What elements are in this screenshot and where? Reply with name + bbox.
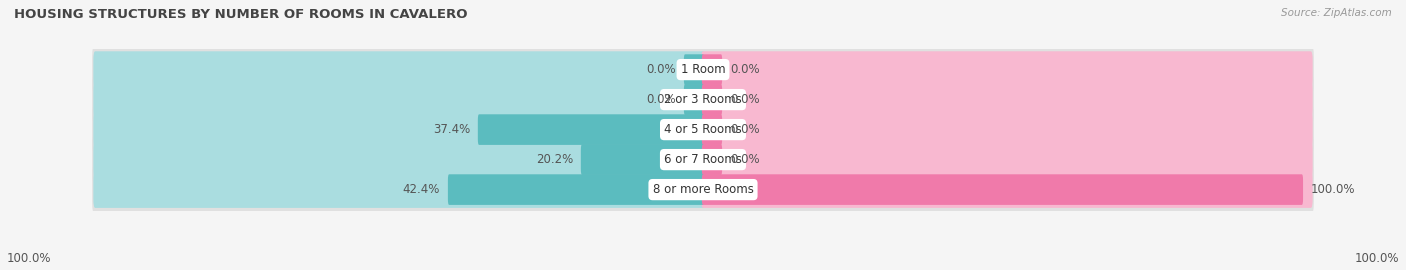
FancyBboxPatch shape [581, 144, 704, 175]
Text: 2 or 3 Rooms: 2 or 3 Rooms [664, 93, 742, 106]
FancyBboxPatch shape [93, 81, 704, 118]
FancyBboxPatch shape [702, 111, 1313, 148]
FancyBboxPatch shape [702, 141, 1313, 178]
FancyBboxPatch shape [702, 54, 723, 85]
FancyBboxPatch shape [449, 174, 704, 205]
FancyBboxPatch shape [683, 54, 704, 85]
Text: HOUSING STRUCTURES BY NUMBER OF ROOMS IN CAVALERO: HOUSING STRUCTURES BY NUMBER OF ROOMS IN… [14, 8, 468, 21]
Text: 0.0%: 0.0% [730, 93, 759, 106]
FancyBboxPatch shape [93, 103, 1313, 156]
FancyBboxPatch shape [702, 51, 1313, 88]
Text: 37.4%: 37.4% [433, 123, 470, 136]
FancyBboxPatch shape [93, 51, 704, 88]
FancyBboxPatch shape [93, 163, 1313, 216]
Legend: Owner-occupied, Renter-occupied: Owner-occupied, Renter-occupied [575, 266, 831, 270]
Text: 20.2%: 20.2% [536, 153, 574, 166]
Text: 8 or more Rooms: 8 or more Rooms [652, 183, 754, 196]
Text: 0.0%: 0.0% [647, 63, 676, 76]
FancyBboxPatch shape [702, 81, 1313, 118]
FancyBboxPatch shape [683, 84, 704, 115]
Text: 1 Room: 1 Room [681, 63, 725, 76]
Text: 0.0%: 0.0% [730, 123, 759, 136]
FancyBboxPatch shape [93, 141, 704, 178]
FancyBboxPatch shape [93, 43, 1313, 96]
Text: 100.0%: 100.0% [1310, 183, 1355, 196]
FancyBboxPatch shape [93, 111, 704, 148]
FancyBboxPatch shape [702, 114, 723, 145]
Text: 0.0%: 0.0% [647, 93, 676, 106]
FancyBboxPatch shape [702, 174, 1303, 205]
FancyBboxPatch shape [478, 114, 704, 145]
FancyBboxPatch shape [702, 144, 723, 175]
Text: Source: ZipAtlas.com: Source: ZipAtlas.com [1281, 8, 1392, 18]
FancyBboxPatch shape [702, 171, 1313, 208]
Text: 4 or 5 Rooms: 4 or 5 Rooms [664, 123, 742, 136]
FancyBboxPatch shape [702, 84, 723, 115]
Text: 42.4%: 42.4% [402, 183, 440, 196]
Text: 6 or 7 Rooms: 6 or 7 Rooms [664, 153, 742, 166]
FancyBboxPatch shape [93, 133, 1313, 186]
FancyBboxPatch shape [93, 73, 1313, 126]
Text: 100.0%: 100.0% [1354, 252, 1399, 265]
Text: 0.0%: 0.0% [730, 63, 759, 76]
Text: 100.0%: 100.0% [7, 252, 52, 265]
FancyBboxPatch shape [93, 171, 704, 208]
Text: 0.0%: 0.0% [730, 153, 759, 166]
